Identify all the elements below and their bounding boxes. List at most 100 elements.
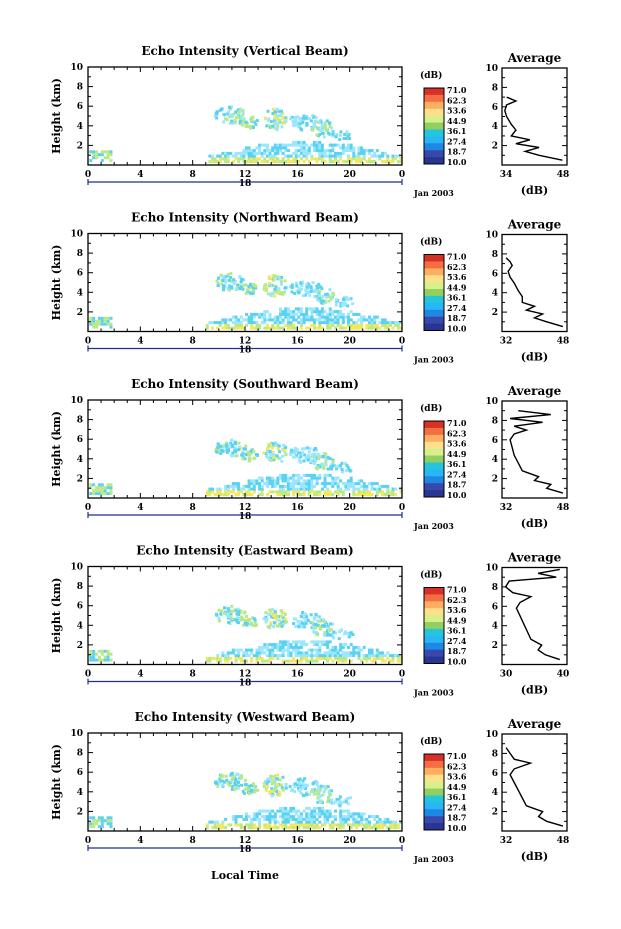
echo-cell	[299, 476, 303, 480]
echo-cell	[224, 326, 228, 330]
echo-cell	[239, 648, 243, 652]
y-tick-label: 8	[77, 249, 83, 259]
echo-cell	[334, 135, 338, 139]
echo-cell	[347, 632, 350, 635]
echo-cell	[284, 786, 288, 790]
echo-cell	[215, 613, 219, 617]
echo-cell	[386, 490, 390, 494]
echo-cell	[365, 820, 369, 824]
echo-cell	[255, 812, 259, 816]
echo-cell	[297, 143, 301, 147]
echo-cell	[272, 284, 275, 288]
echo-cell	[360, 321, 364, 325]
echo-cell	[252, 321, 256, 325]
echo-cell	[273, 151, 277, 155]
echo-cell	[265, 826, 269, 830]
echo-cell	[310, 323, 314, 327]
echo-cell	[221, 151, 225, 155]
echo-cell	[221, 321, 225, 325]
echo-cell	[310, 648, 314, 652]
echo-cell	[278, 118, 282, 122]
echo-cell	[92, 492, 96, 496]
echo-cell	[281, 454, 285, 458]
echo-cell	[294, 482, 298, 486]
echo-cell	[226, 656, 230, 660]
echo-field	[89, 105, 403, 164]
echo-cell	[378, 656, 382, 660]
echo-cell	[354, 160, 358, 164]
echo-cell	[268, 820, 272, 824]
echo-cell	[269, 120, 273, 123]
echo-cell	[281, 310, 285, 314]
echo-cell	[294, 659, 298, 663]
echo-cell	[226, 160, 230, 164]
echo-cell	[205, 490, 209, 494]
echo-cell	[215, 279, 219, 283]
echo-cell	[295, 289, 299, 293]
echo-cell	[292, 648, 296, 652]
echo-cell	[334, 326, 337, 330]
echo-cell	[250, 656, 254, 660]
y-tick-label: 6	[77, 602, 83, 612]
echo-cell	[95, 153, 99, 157]
colorbar-frame	[423, 420, 445, 498]
echo-cell	[297, 645, 301, 649]
echo-cell	[368, 493, 371, 497]
echo-cell	[316, 800, 320, 804]
echo-cell	[263, 143, 267, 147]
echo-cell	[250, 119, 254, 123]
echo-cell	[289, 659, 293, 663]
echo-cell	[362, 157, 366, 161]
colorbar-unit: (dB)	[420, 70, 442, 81]
echo-cell	[250, 151, 254, 155]
echo-cell	[95, 652, 99, 656]
echo-cell	[286, 809, 290, 813]
echo-cell	[319, 118, 323, 122]
echo-cell	[276, 493, 280, 497]
echo-cell	[370, 160, 374, 164]
echo-cell	[349, 310, 353, 314]
echo-cell	[224, 484, 228, 488]
echo-cell	[273, 654, 277, 658]
echo-cell	[339, 800, 343, 804]
echo-cell	[332, 630, 336, 634]
echo-cell	[299, 651, 303, 655]
echo-cell	[281, 651, 285, 655]
echo-cell	[310, 626, 314, 630]
day-label: 18	[239, 845, 252, 855]
echo-cell	[236, 786, 240, 790]
echo-cell	[213, 823, 217, 827]
echo-cell	[310, 157, 314, 161]
avg-y-tick-label: 4	[492, 289, 498, 299]
echo-cell	[396, 323, 400, 327]
echo-cell	[329, 467, 333, 471]
echo-cell	[307, 473, 311, 477]
echo-cell	[307, 815, 311, 819]
echo-cell	[264, 611, 268, 615]
echo-cell	[326, 800, 330, 804]
colorbar-segment	[424, 455, 444, 463]
echo-cell	[313, 815, 316, 819]
echo-cell	[238, 445, 242, 449]
echo-cell	[258, 809, 262, 813]
echo-cell	[97, 319, 101, 323]
echo-cell	[268, 315, 272, 319]
echo-cell	[334, 648, 337, 652]
echo-cell	[230, 115, 234, 119]
echo-cell	[296, 783, 300, 787]
echo-cell	[305, 812, 309, 816]
echo-cell	[226, 484, 230, 488]
echo-cell	[276, 783, 280, 787]
colorbar-tick-label: 53.6	[447, 106, 467, 116]
echo-cell	[375, 656, 379, 660]
echo-cell	[326, 473, 330, 477]
echo-cell	[239, 321, 243, 325]
echo-cell	[231, 648, 235, 652]
echo-cell	[341, 493, 345, 497]
colorbar-segment	[424, 781, 444, 789]
x-tick-label: 0	[399, 670, 405, 680]
echo-cell	[271, 651, 275, 655]
echo-cell	[315, 654, 319, 658]
echo-cell	[399, 154, 403, 158]
colorbar-tick-label: 62.3	[447, 595, 467, 605]
